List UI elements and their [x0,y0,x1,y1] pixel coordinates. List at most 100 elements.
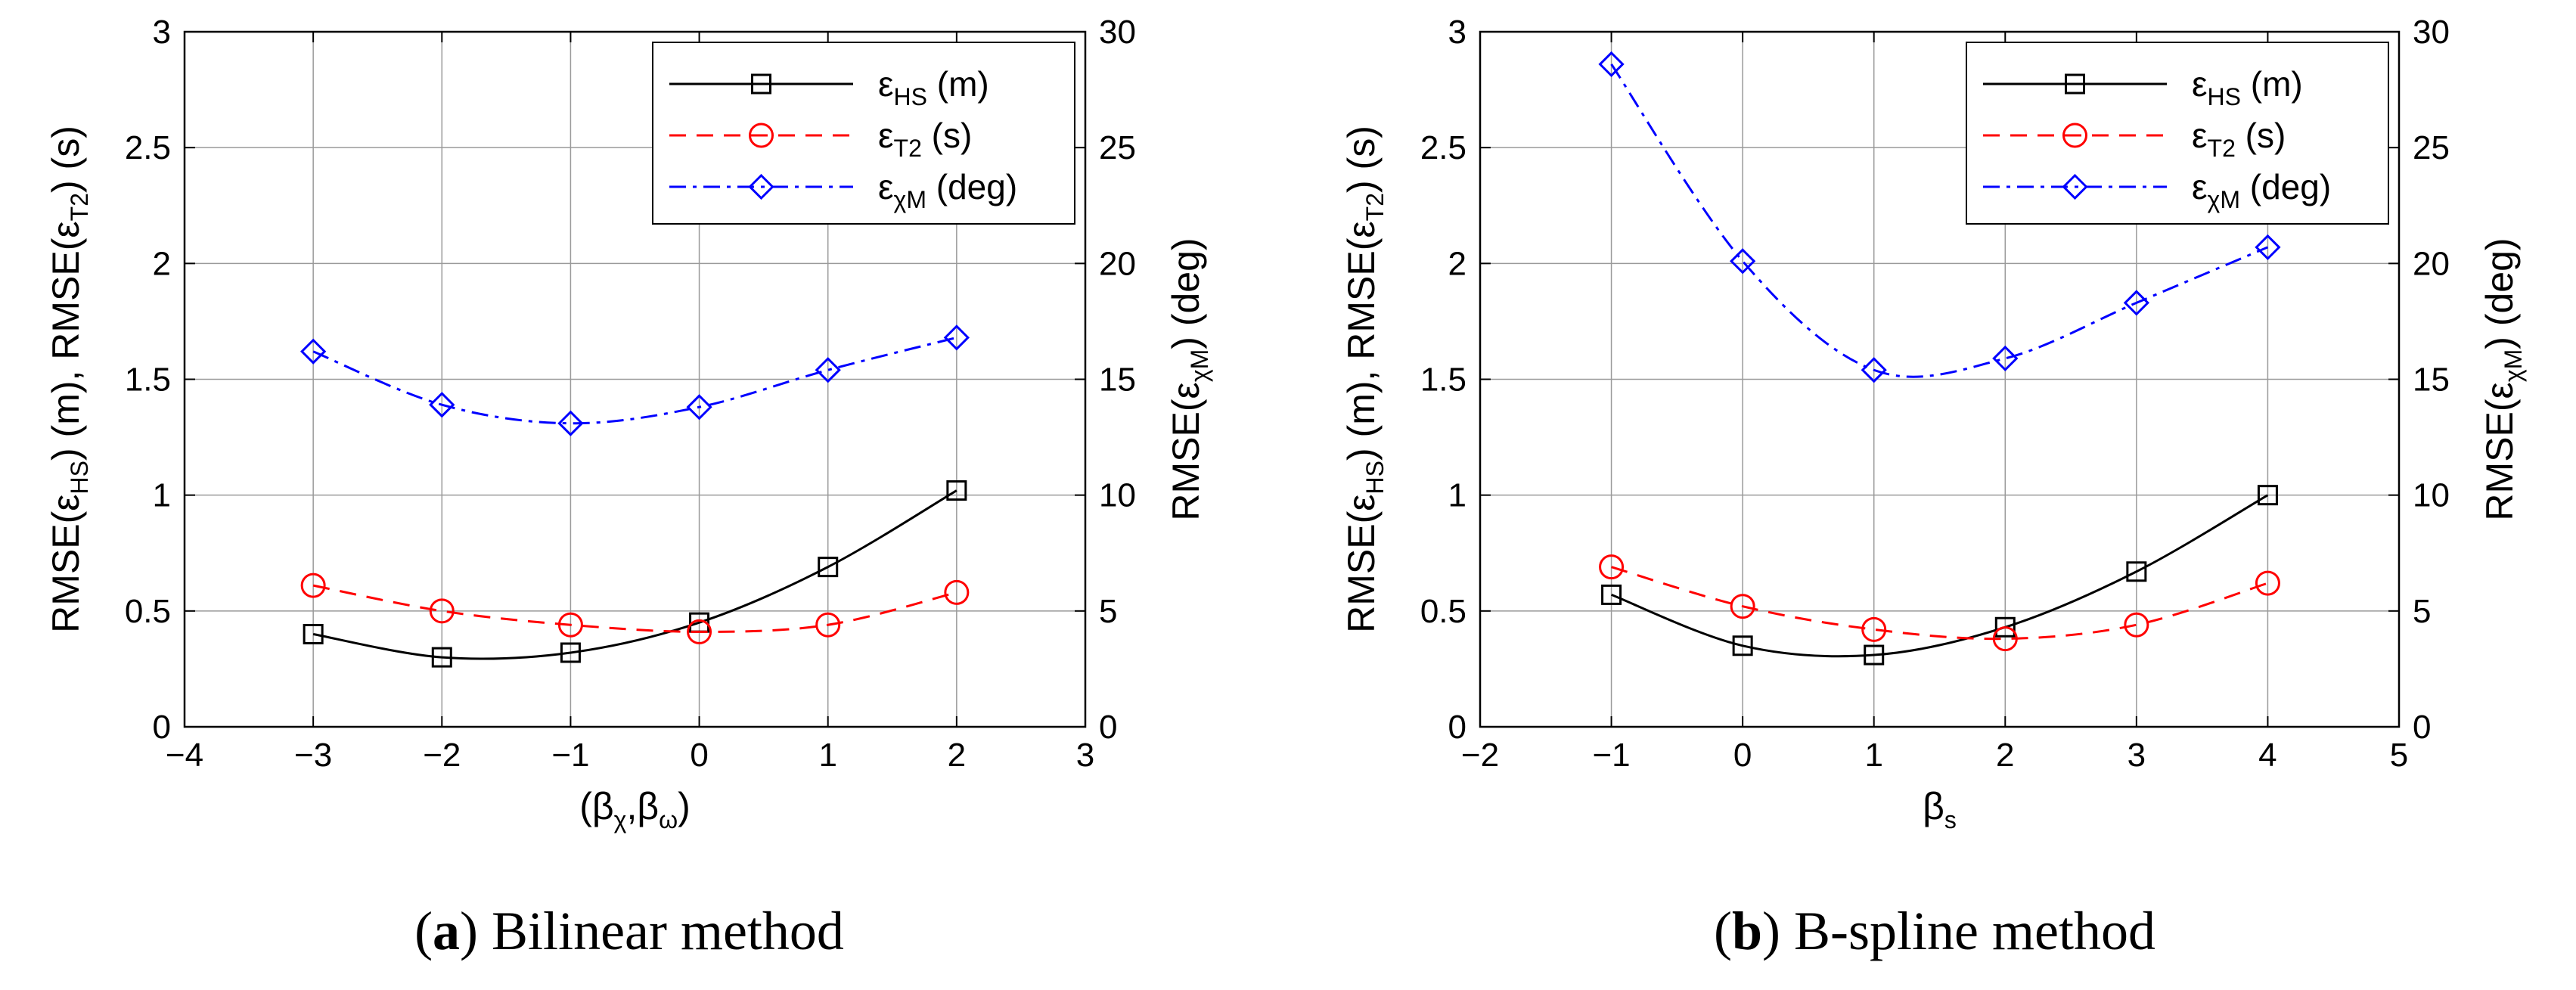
y-left-tick-label: 2 [1448,245,1466,282]
y-right-tick-label: 20 [1099,245,1136,282]
data-point-diamond [2255,234,2281,261]
y-right-tick-label: 25 [1099,129,1136,166]
y-left-tick-label: 0.5 [1420,593,1466,630]
x-tick-label: −1 [1592,737,1630,774]
y-left-tick-label: 1.5 [1420,362,1466,399]
legend-label-unit: (s) [922,116,972,155]
y-axis-left-title-part: ) (s) [1340,126,1383,193]
y-axis-right-title-part: χM [1186,349,1213,382]
x-tick-label: 4 [2258,737,2277,774]
data-point-diamond [1992,345,2019,372]
x-axis-title-part: ω [659,806,678,833]
series-line-0 [1611,494,2269,658]
y-axis-left-title-part: T2 [66,193,93,221]
x-tick-label: 5 [2390,737,2408,774]
y-right-tick-label: 15 [2413,362,2450,399]
panel-caption: (a) Bilinear method [414,901,844,961]
data-point-diamond [1730,248,1756,275]
caption-paren: ) [1762,901,1794,961]
data-point-circle [1730,594,1755,619]
y-axis-left-title-part: RMSE(ε [45,494,87,632]
legend-label-unit: (s) [2236,116,2286,155]
legend-label-unit: (m) [927,64,989,104]
x-tick-label: 1 [818,737,836,774]
data-point-diamond [557,410,584,436]
data-point-diamond [1598,51,1625,78]
data-point-square [818,557,839,578]
y-right-tick-label: 10 [1099,477,1136,514]
y-right-tick-label: 0 [1099,709,1117,746]
legend-label-unit: (m) [2241,64,2303,104]
legend-label: εHS (m) [878,64,989,110]
data-point-square [431,647,452,668]
x-tick-label: −1 [551,737,589,774]
y-axis-left-title-part: RMSE(ε [1340,494,1383,632]
data-point-square [560,642,581,663]
legend-label: εχM (deg) [2192,167,2331,213]
data-point-circle [687,619,712,644]
y-axis-left-title-part: HS [1361,461,1389,494]
data-point-square [2126,561,2147,582]
y-left-tick-label: 1.5 [125,362,171,399]
y-left-tick-label: 0 [1448,709,1466,746]
y-left-tick-label: 3 [1448,14,1466,51]
y-right-tick-label: 5 [1099,593,1117,630]
y-axis-right-title: RMSE(εχM) (deg) [2478,237,2527,520]
caption-text: Bilinear method [492,901,844,961]
x-axis-title: βs [1923,785,1957,833]
y-right-tick-label: 20 [2413,245,2450,282]
data-point-diamond [2123,290,2149,316]
x-tick-label: −3 [294,737,332,774]
x-tick-label: 2 [948,737,966,774]
legend-label: εT2 (s) [878,116,972,162]
legend-label-main: ε [878,64,894,104]
chart-panel-a: −4 −3 −2 −1 0 1 2 300.511.522.53051015202530εHS… [45,14,1213,961]
legend-label: εχM (deg) [878,167,1017,213]
legend: εHS (m)εT2 (s)εχM (deg) [1966,42,2389,225]
y-left-tick-label: 1 [1448,477,1466,514]
x-tick-label: −2 [423,737,461,774]
y-left-tick-label: 0 [153,709,171,746]
y-axis-right-title-part: RMSE(ε [2478,382,2521,520]
x-axis-title-part: (β [579,785,613,827]
legend-label-main: ε [878,167,894,206]
y-axis-left-title-part: T2 [1361,193,1389,221]
y-left-tick-label: 2.5 [1420,129,1466,166]
caption-paren: ) [460,901,492,961]
y-left-tick-label: 1 [153,477,171,514]
y-left-tick-label: 0.5 [125,593,171,630]
data-point-square [946,480,967,501]
caption-paren: ( [1714,901,1732,961]
panel-caption: (b) B-spline method [1714,901,2155,961]
data-point-square [1601,584,1622,605]
data-point-circle [429,598,455,624]
caption-text: B-spline method [1794,901,2155,961]
y-axis-right-title-part: χM [2500,349,2527,382]
legend-label: εHS (m) [2192,64,2303,110]
y-axis-left-title-part: ) (s) [45,126,87,193]
y-right-tick-label: 0 [2413,709,2431,746]
series-line-1 [312,584,957,633]
data-point-circle [1992,626,2018,652]
x-tick-label: 0 [690,737,708,774]
y-axis-right-title-part: ) (deg) [1165,237,1207,349]
data-point-diamond [429,392,455,418]
caption-paren: ( [414,901,433,961]
legend-label-main: ε [878,116,894,155]
y-axis-left-title: RMSE(εHS) (m), RMSE(εT2) (s) [1340,126,1389,633]
series-line-0 [312,489,957,660]
legend-box [1966,42,2389,225]
legend: εHS (m) εT2 (s) εχM (deg) [652,42,1075,225]
data-point-circle [2124,612,2149,638]
y-axis-left-title-part: ) (m), RMSE(ε [1340,221,1383,461]
y-right-tick-label: 10 [2413,477,2450,514]
data-point-diamond [943,324,970,351]
y-axis-left-title-part: ) (m), RMSE(ε [45,221,87,461]
y-left-tick-label: 2 [153,245,171,282]
legend-label-main: ε [2192,116,2208,155]
data-point-diamond [1861,357,1887,383]
legend-label-main: ε [2192,64,2208,104]
data-point-square [1994,616,2016,638]
y-right-tick-label: 25 [2413,129,2450,166]
y-axis-left-title-part: HS [66,461,93,494]
